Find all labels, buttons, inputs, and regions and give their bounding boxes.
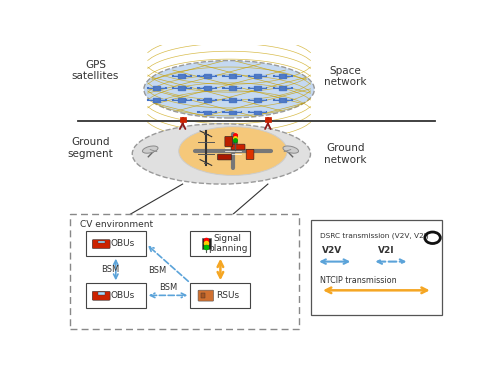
FancyBboxPatch shape bbox=[98, 292, 105, 295]
FancyBboxPatch shape bbox=[225, 137, 232, 147]
Text: OBUs: OBUs bbox=[111, 239, 135, 248]
FancyBboxPatch shape bbox=[86, 283, 146, 308]
Text: BSM: BSM bbox=[159, 283, 177, 292]
FancyBboxPatch shape bbox=[310, 220, 442, 315]
FancyBboxPatch shape bbox=[232, 134, 237, 143]
Text: RSUs: RSUs bbox=[216, 291, 239, 300]
Text: Ground
segment: Ground segment bbox=[68, 137, 114, 159]
Text: V2I: V2I bbox=[378, 246, 394, 255]
Text: Signal
planning: Signal planning bbox=[208, 234, 248, 253]
Text: BSM: BSM bbox=[148, 266, 166, 275]
FancyBboxPatch shape bbox=[86, 231, 146, 256]
Text: CV environment: CV environment bbox=[80, 220, 153, 229]
Ellipse shape bbox=[144, 60, 314, 118]
Text: GPS
satellites: GPS satellites bbox=[72, 60, 119, 81]
FancyBboxPatch shape bbox=[265, 116, 271, 119]
Text: DSRC transmission (V2V, V2I): DSRC transmission (V2V, V2I) bbox=[320, 233, 429, 239]
FancyBboxPatch shape bbox=[98, 241, 105, 243]
FancyBboxPatch shape bbox=[92, 291, 110, 300]
Text: Ground
network: Ground network bbox=[324, 143, 366, 165]
FancyBboxPatch shape bbox=[92, 239, 110, 248]
FancyBboxPatch shape bbox=[201, 293, 205, 298]
Ellipse shape bbox=[179, 126, 287, 175]
FancyBboxPatch shape bbox=[218, 154, 232, 160]
Text: V2V: V2V bbox=[322, 246, 342, 255]
FancyBboxPatch shape bbox=[231, 144, 245, 150]
Text: BSM: BSM bbox=[101, 265, 119, 274]
Ellipse shape bbox=[142, 146, 158, 153]
FancyBboxPatch shape bbox=[180, 116, 186, 119]
Text: Space
network: Space network bbox=[324, 66, 366, 87]
FancyBboxPatch shape bbox=[265, 119, 271, 122]
FancyBboxPatch shape bbox=[202, 238, 211, 249]
FancyBboxPatch shape bbox=[190, 283, 250, 308]
FancyBboxPatch shape bbox=[198, 290, 214, 301]
FancyBboxPatch shape bbox=[246, 149, 254, 160]
Text: OBUs: OBUs bbox=[111, 291, 135, 300]
FancyBboxPatch shape bbox=[190, 231, 250, 256]
FancyBboxPatch shape bbox=[70, 214, 299, 329]
Text: NTCIP transmission: NTCIP transmission bbox=[320, 276, 397, 285]
Ellipse shape bbox=[132, 124, 310, 184]
Ellipse shape bbox=[283, 146, 298, 153]
FancyBboxPatch shape bbox=[180, 119, 186, 122]
